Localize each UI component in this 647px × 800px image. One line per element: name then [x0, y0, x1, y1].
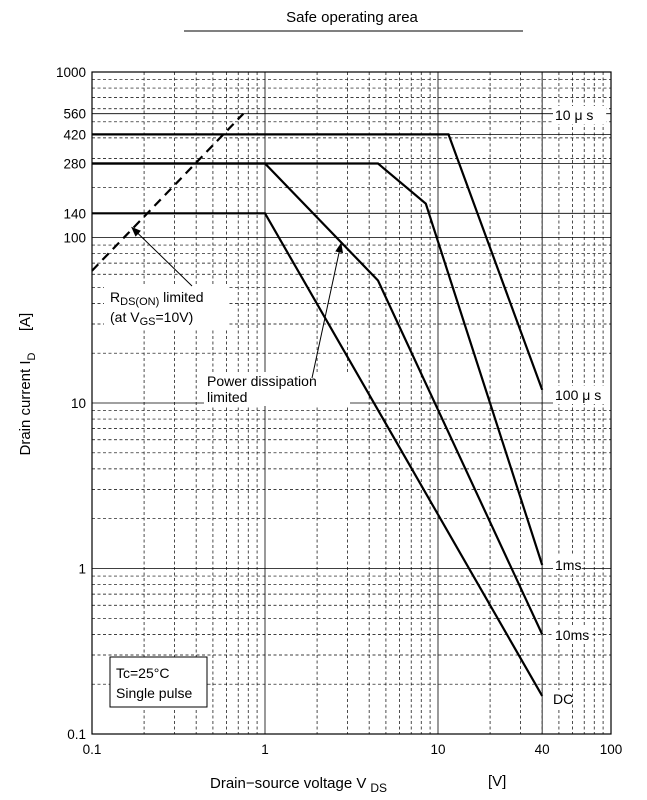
series-label-bg	[553, 386, 615, 404]
series-labels: 10 μ s 100 μ s 1ms 10ms DC	[551, 106, 615, 708]
series-label: 10 μ s	[555, 107, 593, 123]
series-label-bg	[551, 690, 572, 708]
condition-temperature: Tc=25°C	[116, 665, 169, 681]
series-label: DC	[553, 691, 573, 707]
annotation-bg	[204, 372, 350, 406]
annotation-bg	[104, 286, 228, 330]
y-tick-label: 140	[63, 206, 86, 221]
series-label-bg	[553, 626, 590, 644]
annotation-rds-line: RDS(ON) limited	[110, 289, 204, 308]
chart-title: Safe operating area	[286, 9, 418, 26]
y-tick-label: 10	[71, 396, 86, 411]
y-axis-title: Drain current ID	[17, 352, 38, 455]
series-line	[92, 212, 544, 697]
x-tick-label: 100	[600, 742, 623, 757]
conditions-box: Tc=25°C Single pulse	[109, 656, 208, 708]
tick-labels: 0.1 1 10 40 100 0.1 1 10 100 140 280 420 560 1000	[56, 65, 622, 757]
x-tick-label: 0.1	[83, 742, 102, 757]
y-tick-label: 280	[63, 156, 86, 171]
curves	[91, 112, 544, 697]
series-line	[92, 133, 544, 391]
y-axis-unit: [A]	[17, 313, 34, 331]
x-tick-label: 10	[430, 742, 445, 757]
rds-limit-line	[91, 112, 245, 272]
y-tick-label: 560	[63, 107, 86, 122]
x-tick-label: 40	[535, 742, 550, 757]
y-tick-label: 1000	[56, 65, 86, 80]
annotation-power-line: Power dissipation	[207, 373, 317, 389]
x-axis-title: Drain−source voltage V DS	[210, 775, 387, 795]
plot-frame	[91, 71, 612, 735]
series-label: 100 μ s	[555, 387, 601, 403]
annotation-power-line: limited	[207, 389, 247, 405]
y-tick-label: 100	[63, 231, 86, 246]
series-label: 1ms	[555, 557, 581, 573]
series-line	[92, 162, 544, 635]
grid	[91, 71, 612, 735]
series-label: 10ms	[555, 627, 589, 643]
annotation-rds-arrow	[131, 226, 193, 287]
series-label-bg	[553, 556, 582, 574]
y-tick-label: 420	[63, 127, 86, 142]
annotation-power-arrow	[311, 242, 344, 379]
y-tick-label: 1	[78, 562, 86, 577]
x-axis-unit: [V]	[488, 773, 506, 790]
y-tick-label: 0.1	[67, 727, 86, 742]
x-tick-label: 1	[261, 742, 269, 757]
annotations: RDS(ON) limited(at VGS=10V) Power dissipa…	[104, 226, 350, 406]
condition-pulse: Single pulse	[116, 685, 192, 701]
annotation-rds-line: (at VGS=10V)	[110, 309, 193, 328]
series-label-bg	[553, 106, 607, 124]
